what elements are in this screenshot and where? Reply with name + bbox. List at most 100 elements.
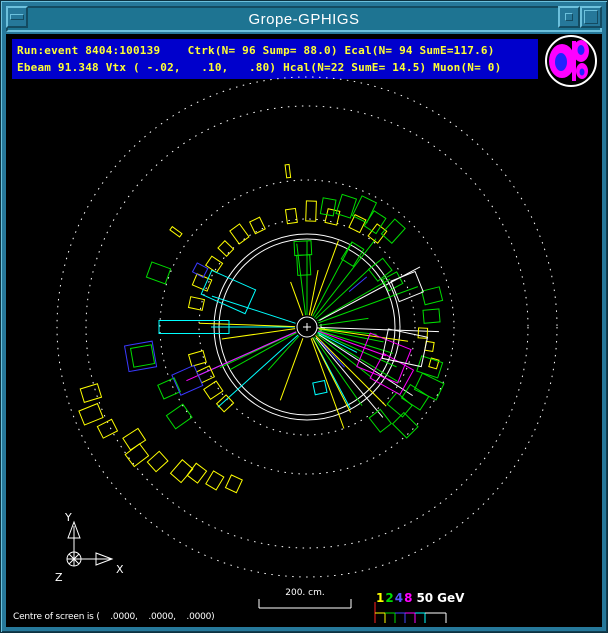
calo-hit <box>351 195 378 224</box>
track <box>308 269 319 316</box>
beam-vertex-line: Ebeam 91.348 Vtx ( -.02, .10, .80) Hcal(… <box>17 61 502 74</box>
track <box>313 238 377 318</box>
track <box>317 332 400 384</box>
legend-label: 2 <box>385 591 394 605</box>
track <box>318 328 384 343</box>
legend-label: 4 <box>394 591 404 605</box>
calo-hit <box>204 255 224 274</box>
calo-hit <box>284 163 292 179</box>
event-info-panel: Run:event 8404:100139 Ctrk(N= 96 Sump= 8… <box>10 37 540 81</box>
track <box>318 286 419 324</box>
detector-ring <box>159 179 455 475</box>
axis-label-x: X <box>116 563 124 576</box>
calo-hit <box>203 380 224 401</box>
track <box>318 334 413 397</box>
axis-label-z: Z <box>55 571 63 584</box>
calo-hit <box>187 296 206 311</box>
calo-hit <box>380 218 406 244</box>
titlebar[interactable]: Grope-GPHIGS <box>6 6 602 32</box>
calo-hit <box>217 240 235 257</box>
delphi-logo <box>545 35 597 87</box>
detector-ring <box>85 105 529 549</box>
calo-hit <box>422 308 441 324</box>
axis-label-y: Y <box>64 511 72 524</box>
energy-legend-scale <box>374 602 447 623</box>
calo-hit <box>191 262 209 279</box>
calo-hit <box>129 344 156 368</box>
track <box>279 338 304 401</box>
event-display[interactable]: Y X Z <box>6 34 602 627</box>
energy-legend-labels: 1248 50 GeV <box>376 591 465 605</box>
calo-hit <box>368 408 393 433</box>
calo-hit <box>324 208 341 226</box>
calo-hit <box>363 210 387 235</box>
calo-hit <box>78 402 104 426</box>
calo-hit <box>335 193 358 219</box>
track <box>221 328 296 340</box>
calo-hit <box>416 355 444 379</box>
calo-hit <box>123 340 158 373</box>
calo-hit <box>312 379 328 396</box>
calo-hit <box>187 349 207 367</box>
calo-hit <box>191 273 213 292</box>
track <box>317 332 358 353</box>
minimize-icon <box>565 13 573 21</box>
calo-hit <box>200 269 257 315</box>
particle-tracks <box>186 238 439 429</box>
scale-bar <box>258 599 352 609</box>
calo-hit <box>229 223 250 245</box>
calo-hit <box>421 286 444 306</box>
track <box>199 322 296 328</box>
detector-ring <box>296 316 318 338</box>
track <box>296 243 307 316</box>
track <box>320 326 439 333</box>
legend-label: 8 <box>404 591 413 605</box>
calo-hit <box>157 377 181 400</box>
calo-hit <box>186 462 208 484</box>
calo-hit <box>293 240 313 257</box>
calo-hit <box>413 372 445 401</box>
window-menu-button[interactable] <box>6 6 28 28</box>
track <box>229 332 297 371</box>
calo-hit <box>224 474 243 494</box>
legend-label: 1 <box>376 591 385 605</box>
track <box>318 330 394 354</box>
track <box>315 266 372 320</box>
calo-hit <box>284 207 298 225</box>
centre-of-screen-text: Centre of screen is ( .0000, .0000, .000… <box>13 612 215 622</box>
track <box>211 295 296 324</box>
track <box>315 335 387 407</box>
maximize-button[interactable] <box>580 6 602 28</box>
track <box>318 328 409 342</box>
main-canvas: Run:event 8404:100139 Ctrk(N= 96 Sump= 8… <box>6 34 602 627</box>
calorimeter-hits <box>78 163 445 494</box>
legend-label: 50 <box>416 591 434 605</box>
legend-label: GeV <box>437 591 465 605</box>
track <box>318 330 387 357</box>
track <box>310 240 339 316</box>
maximize-icon <box>584 10 598 24</box>
calo-hit <box>146 450 169 473</box>
track <box>316 333 372 378</box>
track <box>318 317 369 326</box>
calo-hit <box>215 394 235 413</box>
track <box>318 327 377 335</box>
calo-hit <box>165 403 193 430</box>
calo-hit <box>158 320 230 334</box>
calo-hit <box>124 443 150 468</box>
detector-ring <box>198 218 416 436</box>
calo-hit <box>169 225 183 238</box>
calo-hit <box>386 391 413 418</box>
window-title: Grope-GPHIGS <box>248 11 360 28</box>
axes-indicator: Y X Z <box>55 511 124 584</box>
calo-hit <box>305 200 317 222</box>
detector-ring <box>56 76 558 578</box>
calo-hit <box>367 223 388 244</box>
minimize-button[interactable] <box>558 6 580 28</box>
track <box>186 331 297 382</box>
calo-hit <box>356 332 412 384</box>
calo-hit <box>195 365 216 384</box>
calo-hit <box>249 216 266 235</box>
calo-hit <box>348 214 367 234</box>
